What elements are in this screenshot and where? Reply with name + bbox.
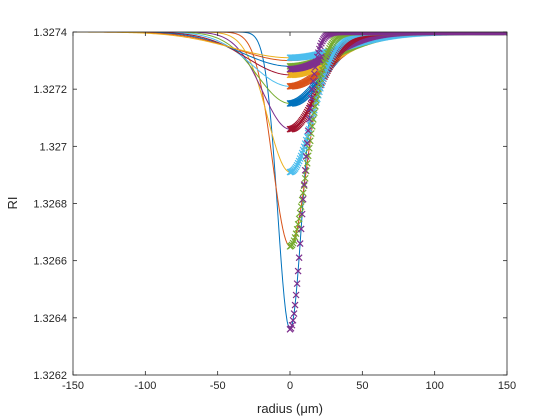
x-tick-label: 0 — [287, 380, 293, 392]
data-marker — [293, 280, 301, 288]
data-marker — [296, 240, 304, 247]
y-tick-label: 1.3274 — [33, 27, 67, 39]
y-axis-label: RI — [5, 197, 20, 210]
data-marker — [298, 210, 306, 218]
data-marker — [297, 203, 305, 211]
x-axis-label: radius (μm) — [257, 401, 323, 416]
y-tick-label: 1.3272 — [33, 84, 67, 96]
data-marker — [308, 85, 316, 93]
data-marker — [295, 254, 303, 262]
data-marker — [291, 301, 299, 309]
data-marker — [318, 66, 326, 74]
y-tick-label: 1.3264 — [33, 313, 67, 325]
data-marker — [314, 85, 322, 93]
y-tick-label: 1.3268 — [33, 199, 67, 211]
data-marker — [311, 64, 319, 71]
data-marker — [309, 77, 317, 85]
x-tick-label: 150 — [498, 380, 516, 392]
data-marker — [301, 166, 309, 174]
x-tick-label: -150 — [62, 380, 84, 392]
data-marker — [503, 32, 507, 36]
data-marker — [294, 220, 302, 228]
data-marker — [305, 144, 313, 152]
data-marker — [292, 291, 300, 299]
y-tick-label: 1.327 — [39, 141, 67, 153]
x-tick-label: -50 — [210, 380, 226, 392]
data-marker — [299, 195, 307, 203]
data-marker — [312, 96, 320, 104]
y-tick-label: 1.3266 — [33, 256, 67, 268]
data-marker — [304, 127, 312, 135]
data-marker — [293, 161, 301, 169]
data-marker — [311, 102, 319, 110]
data-marker — [295, 215, 303, 223]
data-marker — [307, 94, 315, 102]
data-marker — [303, 159, 311, 167]
data-marker — [304, 152, 312, 160]
x-tick-label: 50 — [356, 380, 368, 392]
x-tick-label: -100 — [134, 380, 156, 392]
x-tick-label: 100 — [425, 380, 443, 392]
data-marker — [303, 139, 311, 147]
data-marker — [301, 174, 309, 182]
data-marker — [500, 32, 507, 36]
data-marker — [289, 316, 297, 324]
data-marker — [326, 44, 333, 52]
data-marker — [299, 189, 307, 197]
data-marker — [313, 90, 321, 98]
data-marker — [329, 52, 336, 59]
data-marker — [300, 181, 308, 189]
data-marker — [307, 100, 315, 108]
y-tick-label: 1.3262 — [33, 370, 67, 382]
data-marker — [297, 225, 305, 233]
data-marker — [300, 182, 308, 190]
data-marker — [305, 115, 313, 123]
data-marker — [290, 310, 298, 317]
data-marker — [306, 104, 314, 112]
data-marker — [502, 32, 507, 36]
data-marker — [294, 267, 302, 275]
axis-ticks: -150 -100 -50 0 50 100 150 1.3262 1.3264 1.3266 1.… — [33, 27, 516, 392]
data-marker — [302, 152, 310, 160]
data-marker — [310, 70, 318, 78]
